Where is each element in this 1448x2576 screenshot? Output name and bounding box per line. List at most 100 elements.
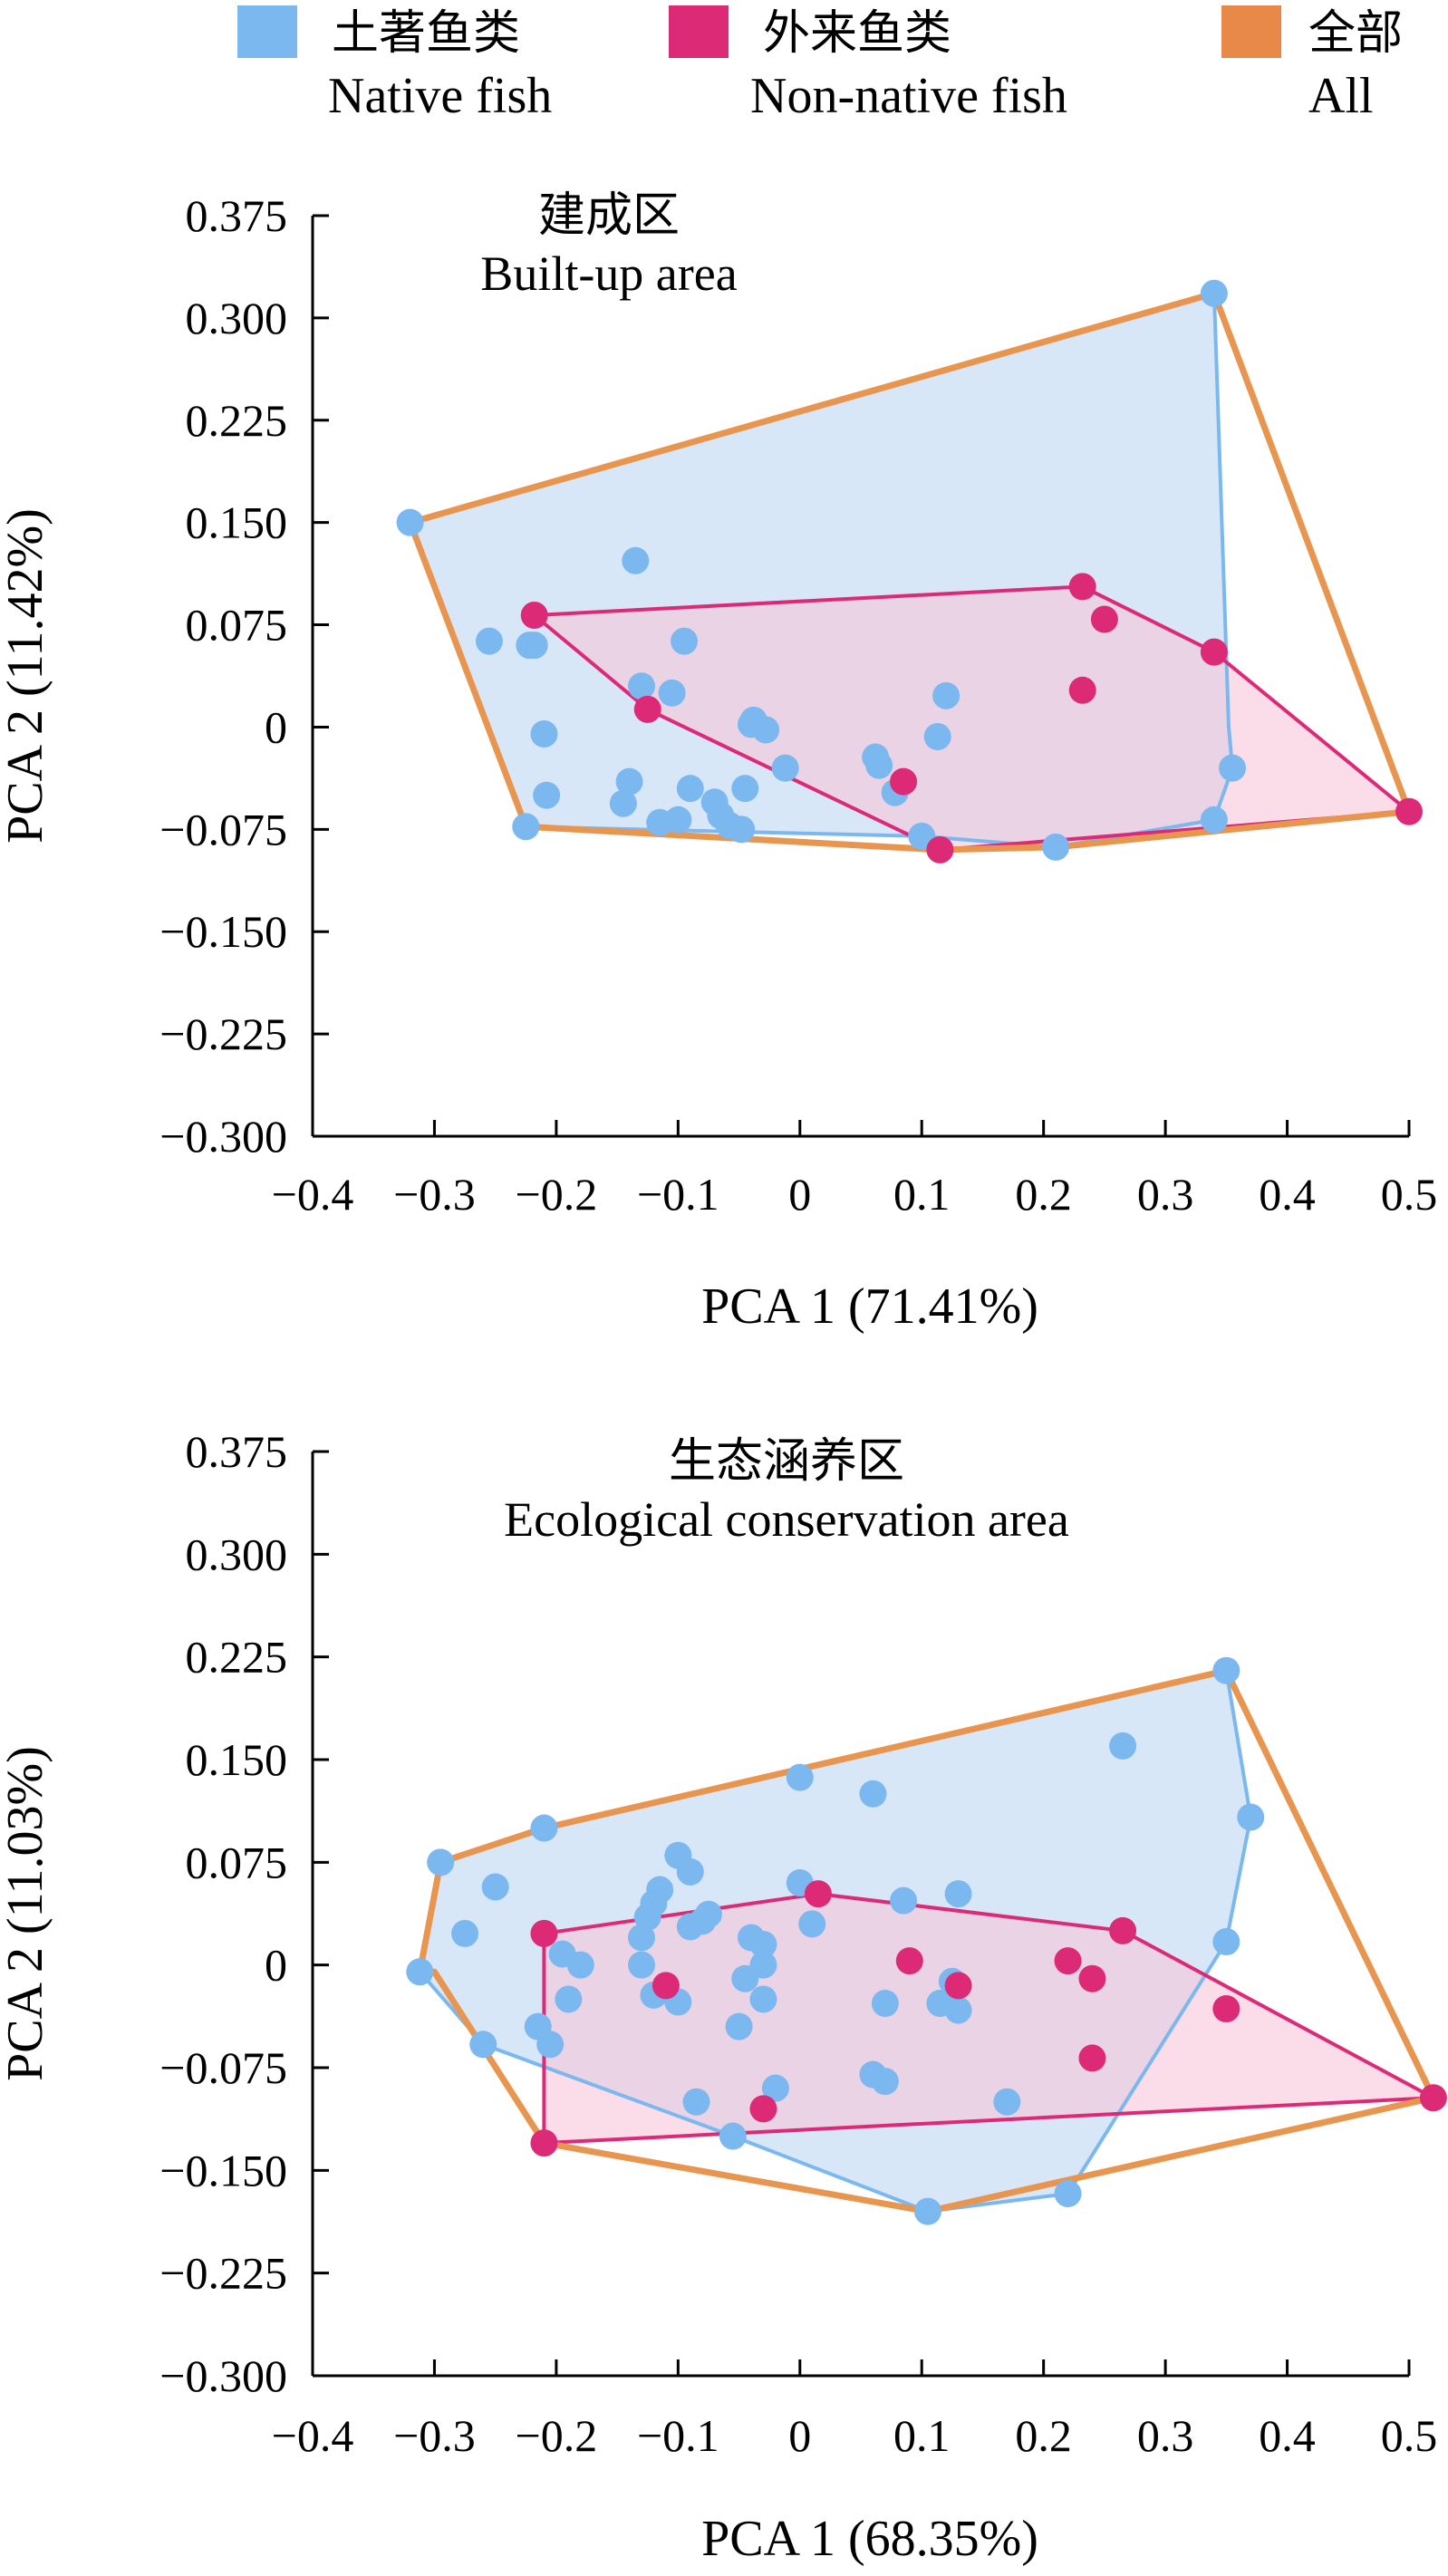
legend-swatch-native	[237, 5, 297, 58]
native-fish-point	[520, 632, 548, 660]
y-tick-label: 0.375	[186, 1426, 288, 1477]
native-fish-point	[859, 1780, 887, 1808]
native-fish-point	[1200, 279, 1228, 307]
y-tick-label: 0.150	[186, 497, 288, 548]
y-tick-label: 0.300	[186, 293, 288, 343]
native-fish-point	[932, 681, 961, 709]
native-fish-point	[658, 679, 686, 707]
y-tick-label: −0.150	[159, 906, 287, 957]
nonnative-hull-fill	[534, 586, 1409, 850]
nonnative-fish-point	[749, 2095, 777, 2123]
native-fish-point	[622, 546, 650, 574]
native-fish-point	[628, 1951, 655, 1979]
native-fish-point	[536, 2031, 565, 2059]
native-fish-point	[749, 1951, 777, 1979]
x-tick-label: −0.3	[393, 2410, 476, 2461]
native-fish-point	[676, 775, 704, 803]
native-fish-point	[530, 1814, 558, 1842]
y-tick-label: −0.300	[159, 2350, 287, 2401]
x-tick-label: 0	[788, 2410, 811, 2461]
nonnative-fish-point	[1212, 1995, 1240, 2023]
native-fish-point	[533, 781, 561, 809]
x-tick-label: 0.3	[1137, 2410, 1194, 2461]
native-fish-point	[530, 719, 558, 748]
y-tick-label: 0.075	[186, 1837, 288, 1887]
native-fish-point	[761, 2074, 789, 2102]
legend-swatch-all	[1221, 5, 1281, 58]
native-fish-point	[1042, 833, 1070, 861]
legend-label-en: Non-native fish	[750, 68, 1067, 124]
y-tick-label: 0.150	[186, 1734, 288, 1785]
native-fish-point	[798, 1910, 826, 1938]
chart-built-up-area: 0.375 0.300 0.225 0.150 0.075 0 −0.075 −0.150 −0…	[0, 188, 1437, 1335]
native-fish-point	[719, 2122, 747, 2150]
native-fish-point	[671, 627, 699, 655]
x-tick-label: 0.4	[1259, 2410, 1316, 2461]
native-fish-point	[725, 2012, 753, 2041]
x-axis-label: PCA 1 (71.41%)	[701, 1278, 1038, 1335]
native-fish-point	[512, 813, 540, 841]
nonnative-hull-outline	[542, 1892, 1441, 2146]
y-tick-label: −0.150	[159, 2145, 287, 2195]
y-tick-label: 0	[265, 1940, 287, 1991]
native-fish-point	[682, 2088, 710, 2116]
native-fish-point	[913, 2197, 941, 2225]
native-fish-point	[694, 1900, 722, 1928]
native-fish-point	[555, 1985, 583, 2013]
x-tick-label: 0.2	[1015, 1169, 1072, 1220]
native-fish-point	[786, 1763, 814, 1791]
x-tick-label: −0.4	[272, 1169, 354, 1220]
native-fish-point	[1219, 754, 1247, 782]
nonnative-fish-point	[1078, 1964, 1106, 1992]
native-fish-point	[1212, 1656, 1240, 1684]
x-tick-label: −0.4	[272, 2410, 354, 2461]
x-tick-label: 0.5	[1381, 2410, 1438, 2461]
y-tick-label: 0	[265, 701, 287, 752]
x-tick-label: 0	[788, 1169, 811, 1220]
nonnative-fish-point	[652, 1972, 680, 2000]
nonnative-fish-point	[1078, 2044, 1106, 2072]
native-fish-point	[628, 672, 655, 700]
native-fish-point	[396, 508, 424, 536]
nonnative-fish-point	[1068, 573, 1096, 601]
native-fish-point	[749, 1985, 777, 2013]
chart-title-en: Built-up area	[480, 246, 737, 301]
y-tick-label: −0.075	[159, 2042, 287, 2093]
native-fish-point	[609, 789, 637, 817]
x-tick-label: 0.4	[1259, 1169, 1316, 1220]
nonnative-fish-point	[804, 1880, 832, 1908]
y-tick-label: −0.300	[159, 1111, 287, 1162]
chart-title-en: Ecological conservation area	[504, 1492, 1069, 1547]
legend-label-zh: 全部	[1308, 6, 1404, 61]
nonnative-fish-point	[944, 1972, 972, 2000]
native-fish-point	[749, 1931, 777, 1958]
x-tick-label: −0.1	[637, 1169, 719, 1220]
nonnative-fish-point	[1090, 605, 1118, 633]
native-fish-point	[865, 751, 893, 779]
x-tick-label: −0.3	[393, 1169, 476, 1220]
native-fish-point	[1237, 1803, 1265, 1831]
y-tick-label: −0.225	[159, 1008, 287, 1059]
native-fish-point	[1212, 1927, 1240, 1955]
nonnative-fish-point	[1068, 676, 1096, 704]
nonnative-fish-point	[890, 767, 918, 796]
native-fish-point	[731, 775, 759, 803]
native-fish-point	[993, 2088, 1021, 2116]
native-fish-point	[1200, 806, 1228, 834]
native-fish-point	[646, 1876, 674, 1904]
native-fish-point	[871, 2068, 899, 2096]
x-tick-label: −0.2	[516, 1169, 598, 1220]
y-axis-label: PCA 2 (11.42%)	[0, 508, 53, 844]
x-tick-label: 0.3	[1137, 1169, 1194, 1220]
native-fish-point	[566, 1951, 594, 1979]
y-tick-label: 0.375	[186, 190, 288, 241]
native-fish-point	[923, 722, 951, 750]
native-fish-point	[481, 1873, 509, 1901]
nonnative-fish-point	[1054, 1947, 1082, 1975]
nonnative-fish-point	[926, 835, 954, 863]
x-tick-label: 0.2	[1015, 2410, 1072, 2461]
legend: 土著鱼类 Native fish 外来鱼类 Non-native fish 全部…	[0, 0, 1448, 136]
nonnative-fish-point	[530, 2129, 558, 2157]
legend-swatch-nonnative	[669, 5, 729, 58]
chart-title-zh: 建成区	[538, 188, 680, 243]
